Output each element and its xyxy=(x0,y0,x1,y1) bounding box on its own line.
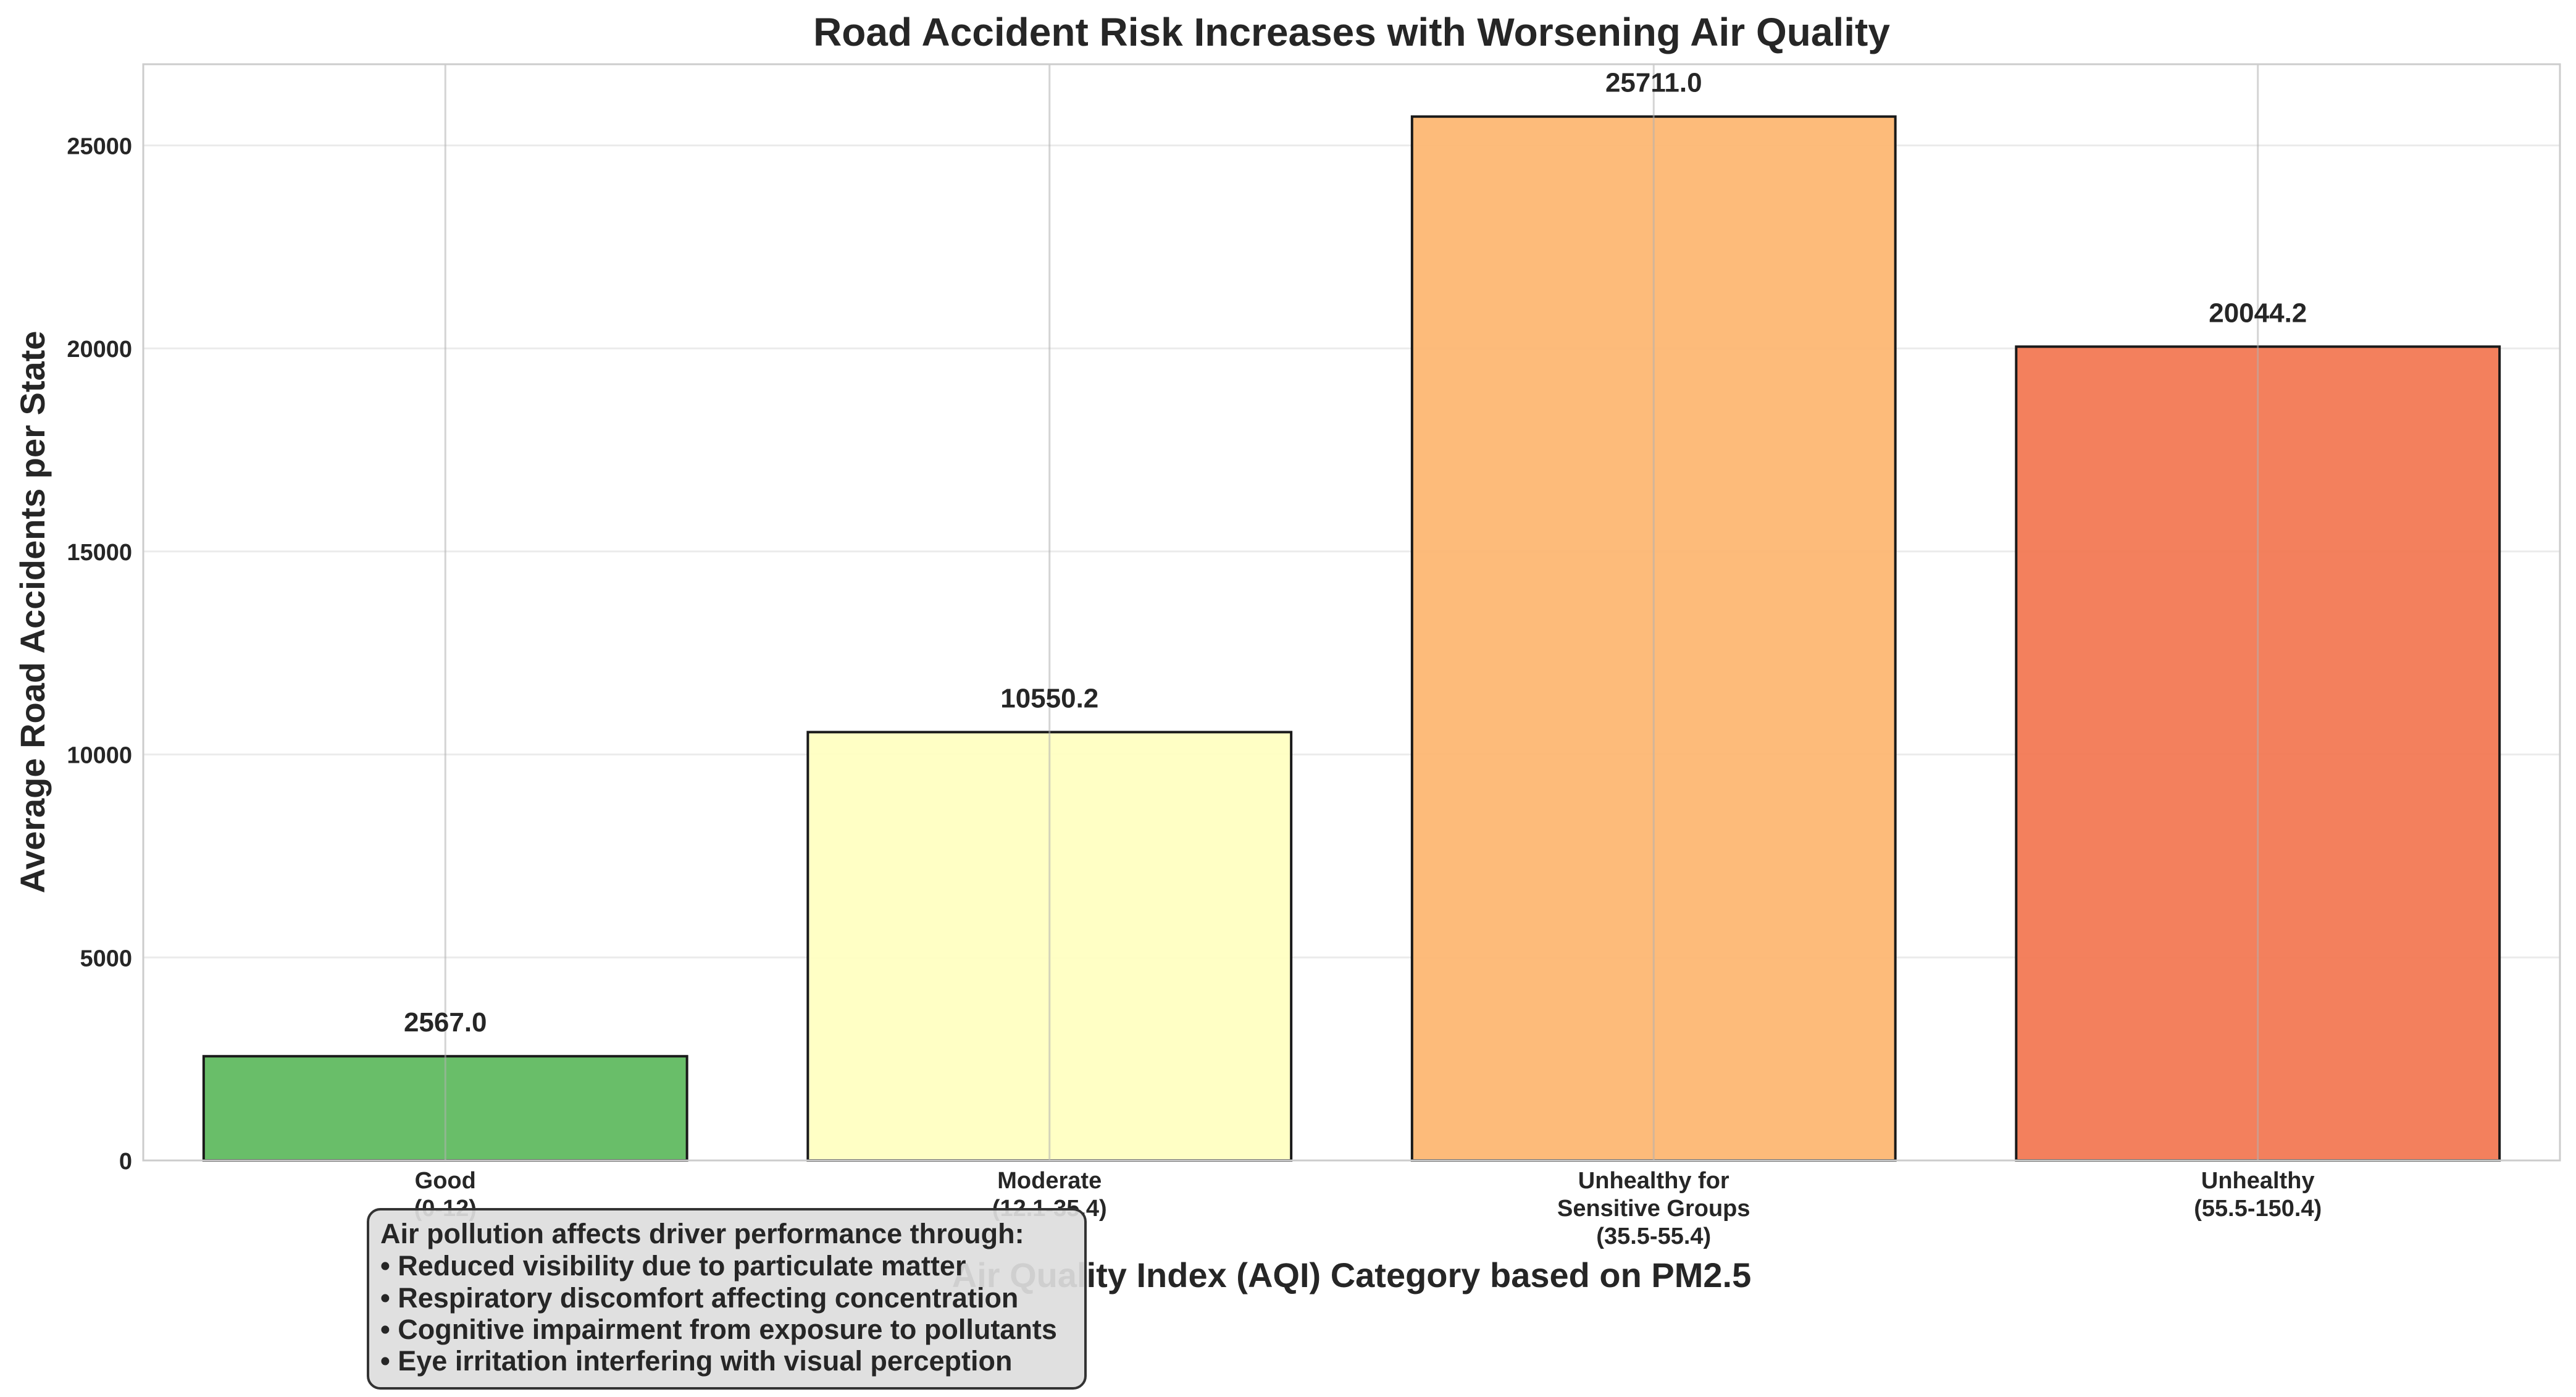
bar-value-label: 2567.0 xyxy=(404,1007,487,1038)
bar-value-label: 20044.2 xyxy=(2209,298,2307,328)
y-axis-label: Average Road Accidents per State xyxy=(13,331,52,894)
annotation-line: • Cognitive impairment from exposure to … xyxy=(380,1314,1057,1345)
bar-value-label: 10550.2 xyxy=(1000,683,1098,713)
x-axis-ticks: Good(0-12)Moderate(12.1-35.4)Unhealthy f… xyxy=(414,1168,2322,1249)
y-tick-label: 15000 xyxy=(67,540,132,566)
annotation-box: Air pollution affects driver performance… xyxy=(367,1208,1087,1390)
y-tick-label: 25000 xyxy=(67,133,132,159)
vertical-grid xyxy=(444,64,2259,1160)
y-tick-label: 0 xyxy=(119,1149,132,1175)
plot-frame xyxy=(142,63,2561,1162)
y-tick-label: 20000 xyxy=(67,337,132,363)
annotation-background xyxy=(367,1208,1087,1390)
bar-value-label: 25711.0 xyxy=(1605,68,1702,98)
y-axis-ticks: 0 5000 10000 15000 20000 25000 xyxy=(67,133,132,1175)
annotation-line: • Eye irritation interfering with visual… xyxy=(380,1345,1012,1377)
y-tick-label: 5000 xyxy=(80,946,132,971)
annotation-line: • Respiratory discomfort affecting conce… xyxy=(380,1282,1018,1314)
value-labels: 2567.0 10550.2 25711.0 20044.2 xyxy=(404,68,2307,1038)
annotation-line: Air pollution affects driver performance… xyxy=(380,1218,1024,1249)
x-tick-label: Unhealthy for Sensitive Groups (35.5-55.4) xyxy=(1557,1168,1750,1249)
chart-title: Road Accident Risk Increases with Worsen… xyxy=(813,10,1890,54)
x-tick-label: Unhealthy (55.5-150.4) xyxy=(2194,1168,2322,1222)
y-tick-label: 10000 xyxy=(67,743,132,769)
annotation-line: • Reduced visibility due to particulate … xyxy=(380,1250,966,1282)
